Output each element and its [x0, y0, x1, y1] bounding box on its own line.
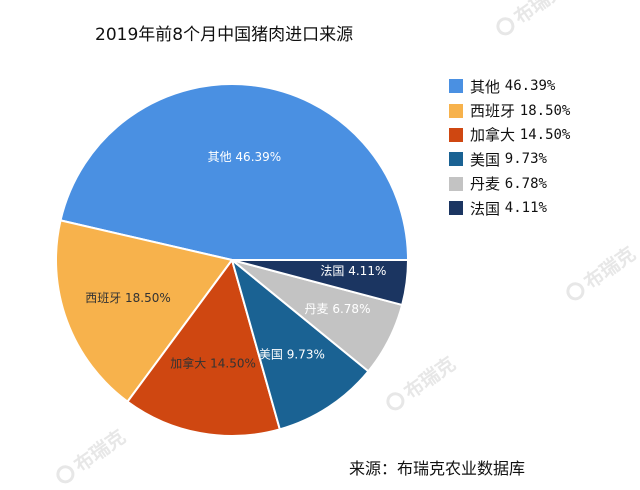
- pie-slice-2: [55, 219, 233, 403]
- legend-item: 丹麦 6.78%: [449, 172, 570, 196]
- legend-label: 法国: [470, 199, 505, 218]
- chart-title: 2019年前8个月中国猪肉进口来源: [95, 25, 354, 45]
- pie-slice-3: [126, 259, 281, 437]
- legend-label: 西班牙: [470, 102, 520, 121]
- legend-item: 美国 9.73%: [449, 147, 570, 171]
- legend-item: 法国 4.11%: [449, 196, 570, 220]
- legend-item: 加拿大 14.50%: [449, 123, 570, 147]
- legend-item: 西班牙 18.50%: [449, 98, 570, 122]
- legend-swatch: [449, 201, 463, 216]
- legend-value: 6.78%: [504, 175, 547, 192]
- legend-value: 9.73%: [504, 151, 547, 168]
- legend-label: 丹麦: [470, 175, 505, 194]
- pie-slice-4: [231, 259, 370, 431]
- legend-swatch: [449, 176, 463, 191]
- legend-swatch: [449, 127, 463, 142]
- pie-slice-1: [59, 83, 409, 261]
- slice-data-label: 法国 4.11%: [320, 264, 386, 278]
- legend-swatch: [449, 79, 463, 94]
- slice-data-label: 加拿大 14.50%: [170, 355, 256, 370]
- slice-data-label: 西班牙 18.50%: [85, 291, 171, 305]
- slice-data-label: 美国 9.73%: [259, 348, 325, 362]
- legend-swatch: [449, 103, 463, 118]
- legend-value: 18.50%: [519, 102, 571, 119]
- chart-legend: 其他 46.39% 西班牙 18.50% 加拿大 14.50% 美国 9.73% 丹麦 …: [449, 74, 570, 220]
- pie-slice-6: [231, 259, 409, 306]
- legend-label: 美国: [470, 150, 505, 169]
- legend-value: 14.50%: [519, 126, 571, 143]
- legend-value: 46.39%: [504, 78, 556, 95]
- source-note: 来源：布瑞克农业数据库: [349, 459, 526, 478]
- slice-data-label: 丹麦 6.78%: [305, 302, 371, 316]
- legend-value: 4.11%: [504, 200, 547, 217]
- slice-data-label: 其他 46.39%: [208, 150, 282, 164]
- legend-swatch: [449, 152, 463, 167]
- legend-label: 加拿大: [470, 126, 520, 145]
- legend-item: 其他 46.39%: [449, 74, 570, 98]
- legend-label: 其他: [470, 77, 505, 96]
